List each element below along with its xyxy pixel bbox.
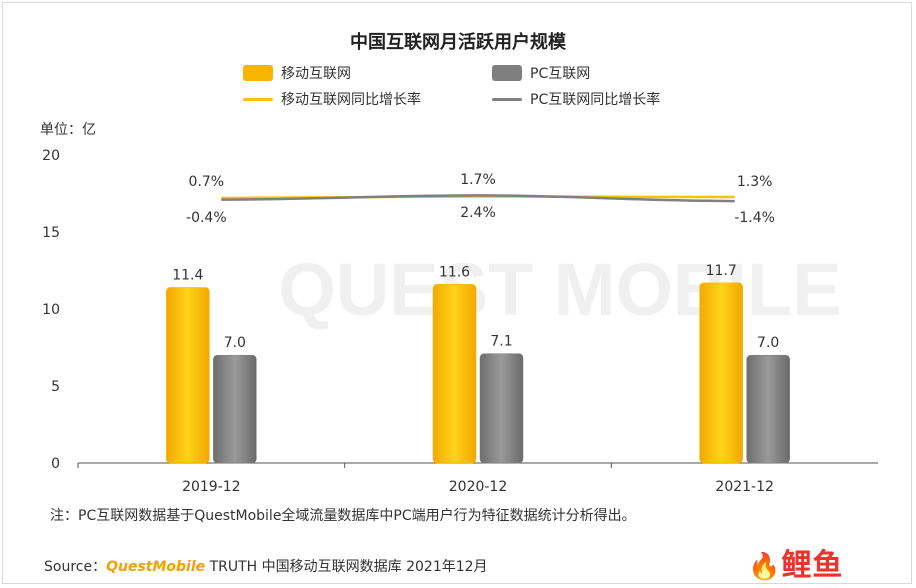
legend-label-pc-bar: PC互联网 — [530, 66, 591, 82]
watermark: QUEST MOBILE — [278, 248, 841, 331]
legend-swatch-pc-line — [492, 97, 522, 101]
y-tick-label: 5 — [51, 379, 60, 395]
y-tick-label: 15 — [42, 225, 60, 241]
bar-mobile — [166, 287, 210, 464]
site-logo: 🔥鲤鱼 — [748, 540, 843, 584]
legend-mobile-line: 移动互联网同比增长率 — [243, 89, 421, 109]
source-rest: TRUTH 中国移动互联网数据库 2021年12月 — [205, 559, 488, 575]
y-tick-label: 20 — [42, 148, 60, 164]
legend-pc-bar: PC互联网 — [492, 63, 590, 83]
bar-mobile — [432, 284, 477, 464]
source-brand: QuestMobile — [106, 559, 206, 575]
data-label-mobile: 11.6 — [439, 264, 470, 280]
data-label-pc: 7.1 — [490, 334, 512, 350]
fire-icon: 🔥 — [748, 552, 782, 582]
legend-swatch-pc-bar — [492, 65, 522, 81]
chart-title: 中国互联网月活跃用户规模 — [350, 32, 566, 53]
source-line: Source：QuestMobile TRUTH 中国移动互联网数据库 2021… — [44, 556, 488, 576]
legend-mobile-bar: 移动互联网 — [243, 63, 351, 83]
plot-area: 0 5 10 15 20 2019-12 11.4 7.0 2020-12 11.6 7.1 2021… — [42, 148, 878, 495]
source-prefix: Source： — [44, 559, 107, 575]
unit-label: 单位：亿 — [40, 122, 96, 138]
growth-line-pc — [221, 194, 735, 203]
x-tick-label: 2020-12 — [449, 479, 508, 495]
data-label-mobile: 11.4 — [172, 267, 203, 283]
x-tick-label: 2019-12 — [182, 479, 241, 495]
data-label-pc: 7.0 — [757, 335, 779, 351]
bar-pc — [213, 354, 257, 464]
growth-label-mobile: 1.3% — [737, 174, 773, 190]
data-label-pc: 7.0 — [224, 335, 246, 351]
growth-label-pc: -1.4% — [734, 210, 775, 226]
logo-text: 鲤鱼 — [781, 548, 844, 583]
legend-label-mobile-line: 移动互联网同比增长率 — [281, 92, 421, 108]
bar-chart: QUEST MOBILE 0 5 10 15 20 2019-12 11.4 7.0 2020-… — [42, 148, 878, 495]
y-tick-label: 10 — [42, 302, 60, 318]
x-tick-label: 2021-12 — [715, 479, 774, 495]
growth-label-mobile: 1.7% — [460, 172, 496, 188]
legend-label-pc-line: PC互联网同比增长率 — [530, 92, 661, 108]
bar-pc — [746, 354, 790, 464]
growth-label-mobile: 0.7% — [189, 174, 225, 190]
legend-swatch-mobile-bar — [243, 65, 273, 81]
bar-pc — [479, 353, 524, 464]
growth-label-pc: 2.4% — [460, 205, 496, 221]
legend-pc-line: PC互联网同比增长率 — [492, 89, 660, 109]
data-label-mobile: 11.7 — [706, 263, 737, 279]
growth-label-pc: -0.4% — [186, 210, 227, 226]
footnote: 注：PC互联网数据基于QuestMobile全域流量数据库中PC端用户行为特征数… — [50, 508, 636, 524]
legend-label-mobile-bar: 移动互联网 — [281, 66, 351, 82]
legend-swatch-mobile-line — [243, 97, 273, 101]
y-tick-label: 0 — [51, 456, 60, 472]
bar-mobile — [699, 282, 743, 464]
